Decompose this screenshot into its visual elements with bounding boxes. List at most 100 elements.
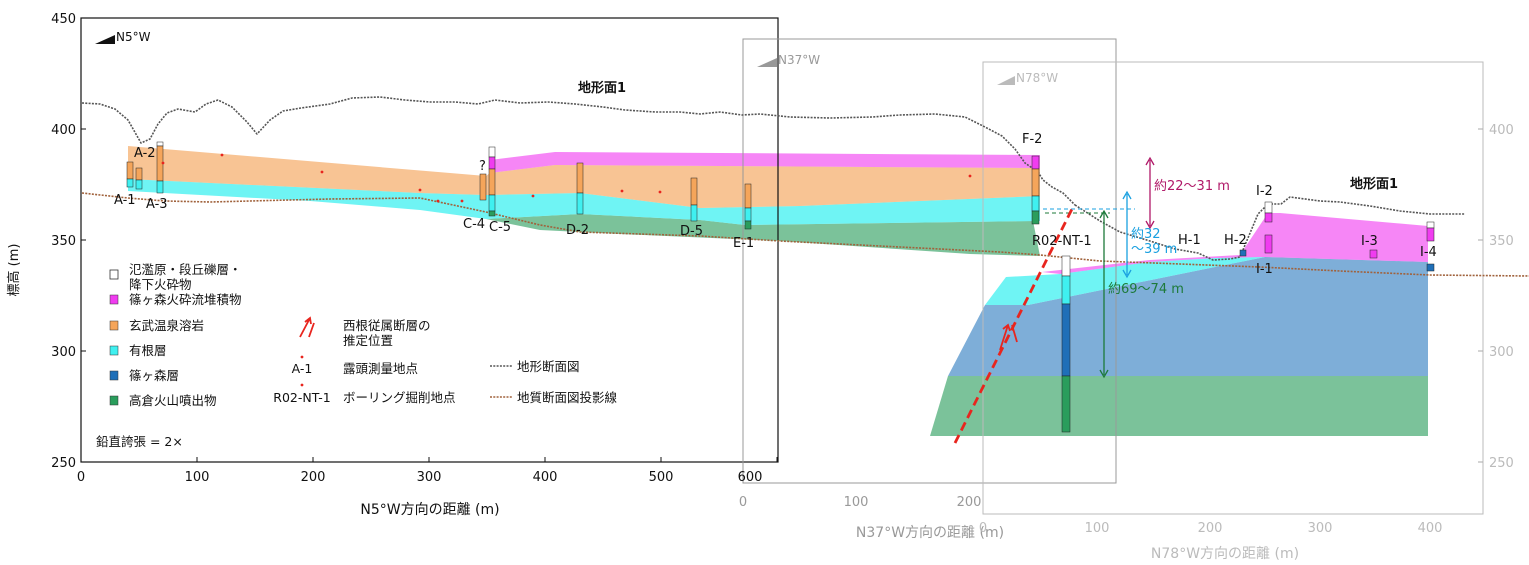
arine-layer-p1 [128, 179, 1040, 225]
direction-markers [95, 35, 1015, 85]
legend-genbu: 玄武温泉溶岩 [129, 318, 204, 333]
y-tick-450: 450 [51, 12, 76, 27]
site-label: C-4 [463, 217, 485, 232]
range-annotations: 約22〜31 m 約32 〜39 m 約69〜74 m [1108, 179, 1230, 297]
shinomori-layer-p3 [948, 257, 1428, 376]
proj-line-p1 [81, 192, 1529, 277]
legend-outcrop-symbol: A-1 [292, 361, 313, 376]
p3-x-tick-300: 300 [1308, 521, 1333, 536]
legend-boring: ボーリング掘削地点 [343, 390, 456, 405]
column-a1 [126, 161, 134, 180]
site-label: A-3 [146, 197, 168, 212]
p3-y-tick-300: 300 [1489, 345, 1514, 360]
shinomori-pf-layer-p1 [490, 152, 1040, 173]
panel1-geology [128, 146, 1040, 256]
site-label: A-2 [134, 146, 156, 161]
y-tick-300: 300 [51, 345, 76, 360]
topo-profile-p3 [1074, 196, 1465, 261]
legend-fault-icon [299, 316, 315, 338]
topo-profile-p1 [81, 96, 1076, 206]
site-label: I-1 [1256, 262, 1273, 277]
legend-arine: 有根層 [129, 343, 167, 358]
site-label: C-5 [489, 220, 511, 235]
p3-x-tick-100: 100 [1085, 521, 1110, 536]
x-tick-500: 500 [649, 470, 674, 485]
annotation-arrows [1099, 156, 1155, 379]
site-label: H-2 [1224, 233, 1247, 248]
annotation-69-74: 約69〜74 m [1108, 282, 1184, 297]
column-i2 [1264, 201, 1273, 214]
annotation-32: 約32 [1131, 227, 1161, 242]
p3-y-tick-350: 350 [1489, 234, 1514, 249]
axis-ticks-gray [1478, 128, 1483, 463]
p2-x-tick-0: 0 [739, 495, 747, 510]
column-c5 [488, 146, 496, 158]
x-tick-400: 400 [533, 470, 558, 485]
fault-arrows [999, 323, 1018, 351]
legend: 氾濫原・段丘礫層・ 降下火砕物 篠ヶ森火砕流堆積物 玄武温泉溶岩 有根層 篠ヶ森… [96, 262, 618, 449]
x-axis-label-p3: N78°W方向の距離 (m) [1151, 545, 1299, 562]
legend-topo: 地形断面図 [517, 359, 580, 374]
legend-swatch-takakura [109, 395, 119, 406]
legend-takakura: 高倉火山噴出物 [129, 393, 217, 408]
site-label: D-2 [566, 223, 589, 238]
column-a2 [156, 141, 164, 147]
site-label: R02-NT-1 [1032, 234, 1092, 249]
legend-fault-2: 推定位置 [343, 333, 393, 348]
x-axis-label-p1: N5°W方向の距離 (m) [360, 501, 499, 518]
column-d5 [690, 177, 698, 206]
legend-fault-1: 西根従属断層の [343, 318, 431, 333]
axis-labels: 450 400 350 300 250 標高 (m) 0 100 200 300… [6, 12, 1514, 562]
x-tick-100: 100 [185, 470, 210, 485]
legend-outcrop-dot [300, 355, 304, 359]
p3-y-tick-250: 250 [1489, 456, 1514, 471]
surface-labels: 地形面1 地形面1 [578, 80, 1398, 192]
p3-y-tick-400: 400 [1489, 123, 1514, 138]
column-i3 [1369, 249, 1378, 259]
legend-proj: 地質断面図投影線 [517, 390, 618, 405]
site-labels: A-1 A-2 A-3 ? C-4 C-5 D-2 D-5 E-1 F-2 R0… [114, 132, 1437, 277]
legend-swatch-shinomori-pf [109, 294, 119, 305]
x-tick-200: 200 [301, 470, 326, 485]
site-label: I-4 [1420, 245, 1437, 260]
legend-flood-1: 氾濫原・段丘礫層・ [129, 262, 242, 277]
axis-ticks [80, 17, 778, 463]
x-tick-600: 600 [738, 470, 763, 485]
surface-label-p3: 地形面1 [1350, 176, 1398, 192]
legend-flood-2: 降下火砕物 [129, 277, 192, 292]
x-tick-0: 0 [77, 470, 85, 485]
column-d2 [576, 162, 584, 194]
site-label: I-2 [1256, 184, 1273, 199]
annotation-22-31: 約22〜31 m [1154, 179, 1230, 194]
site-label: F-2 [1022, 132, 1042, 147]
arine-layer-p3 [985, 257, 1265, 305]
p2-x-tick-100: 100 [844, 495, 869, 510]
terrain-profiles [81, 96, 1529, 277]
legend-swatch-shinomori [109, 370, 119, 381]
p3-x-tick-0: 0 [979, 521, 987, 536]
legend-boring-dot [300, 383, 304, 387]
y-tick-350: 350 [51, 234, 76, 249]
column-h2 [1239, 249, 1247, 257]
outcrop-markers [161, 153, 972, 203]
site-label: I-3 [1361, 234, 1378, 249]
site-label: E-1 [733, 236, 754, 251]
y-axis-label: 標高 (m) [6, 244, 22, 297]
surface-label-p1: 地形面1 [578, 80, 626, 96]
legend-swatch-flood [109, 269, 119, 280]
vertical-exaggeration: 鉛直誇張 = 2× [96, 434, 183, 449]
site-label: ? [479, 159, 486, 174]
column-i4 [1426, 221, 1435, 229]
legend-swatch-genbu [109, 320, 119, 331]
column-a-mid [135, 167, 143, 181]
direction-p3: N78°W [1016, 71, 1058, 85]
p2-x-tick-200: 200 [957, 495, 982, 510]
direction-p1: N5°W [116, 30, 151, 44]
shinomori-pf-layer-p3 [1042, 213, 1428, 274]
direction-labels: N5°W N37°W N78°W [116, 30, 1058, 85]
column-c4 [479, 173, 487, 201]
site-label: D-5 [680, 224, 703, 239]
legend-shinomori-pf: 篠ヶ森火砕流堆積物 [129, 292, 242, 307]
x-tick-300: 300 [417, 470, 442, 485]
